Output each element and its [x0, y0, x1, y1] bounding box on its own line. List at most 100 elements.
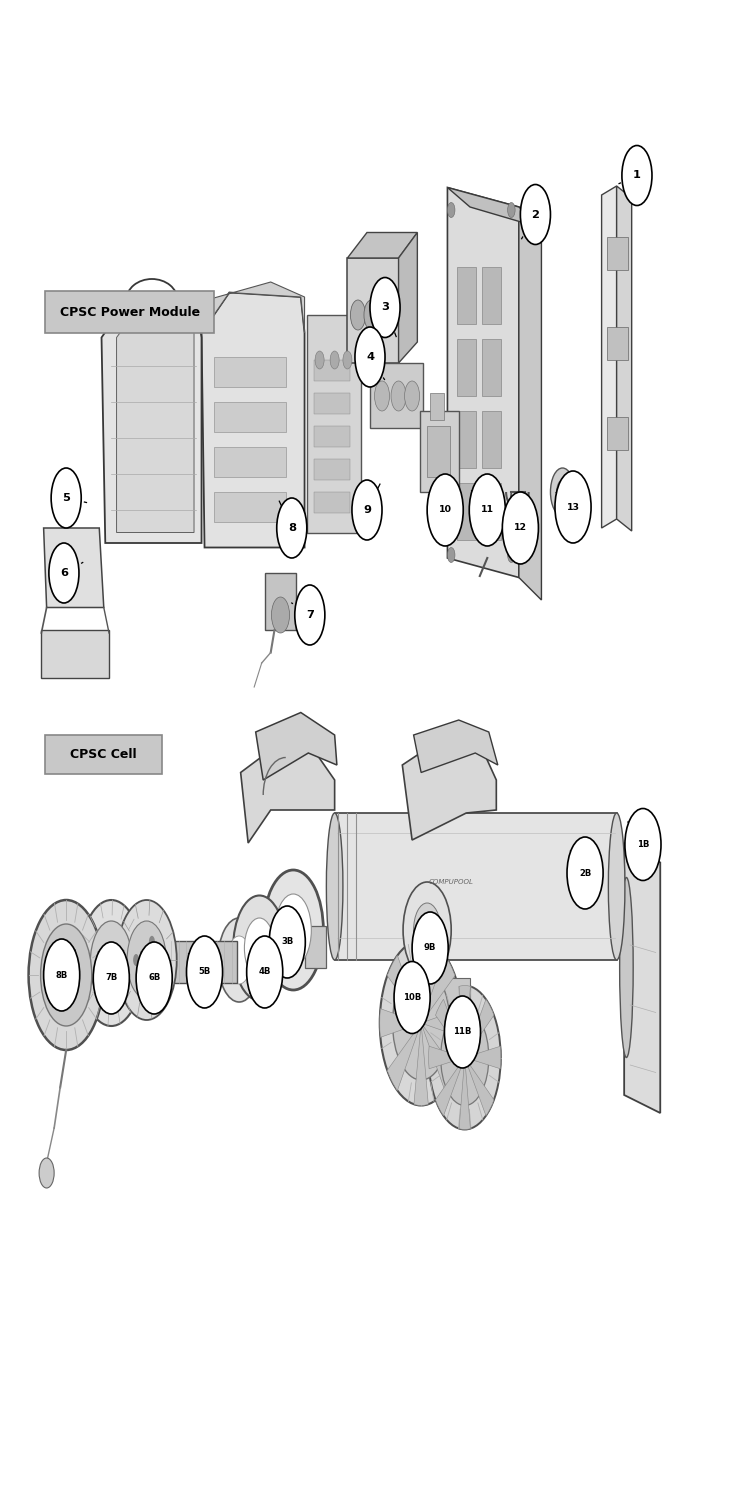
Text: 8: 8 [288, 524, 296, 532]
Bar [307, 315, 361, 532]
Bar [214, 447, 286, 477]
Bar [265, 573, 296, 630]
Polygon shape [519, 207, 541, 600]
Circle shape [429, 986, 501, 1130]
Wedge shape [414, 1023, 429, 1106]
Circle shape [149, 936, 155, 948]
Polygon shape [617, 186, 632, 531]
Wedge shape [380, 1008, 421, 1038]
Bar [457, 267, 476, 324]
Bar [482, 267, 501, 324]
Ellipse shape [620, 878, 633, 1058]
Polygon shape [447, 188, 519, 578]
Text: 4: 4 [366, 352, 374, 362]
Bar [457, 339, 476, 396]
Circle shape [447, 202, 455, 217]
Polygon shape [347, 258, 399, 363]
Bar [607, 417, 628, 450]
Text: 1: 1 [633, 171, 641, 180]
Wedge shape [459, 1058, 471, 1130]
Wedge shape [414, 940, 429, 1023]
Polygon shape [41, 630, 109, 678]
Polygon shape [624, 843, 660, 1113]
Text: 10: 10 [438, 506, 452, 515]
Wedge shape [465, 1046, 501, 1070]
Text: 11B: 11B [453, 1028, 472, 1036]
Circle shape [227, 936, 251, 984]
Circle shape [218, 918, 260, 1002]
Circle shape [508, 202, 515, 217]
Bar [214, 402, 286, 432]
Circle shape [352, 480, 382, 540]
Circle shape [295, 585, 325, 645]
Bar [457, 411, 476, 468]
Bar [305, 926, 326, 968]
Polygon shape [370, 363, 423, 428]
Circle shape [380, 940, 462, 1106]
Circle shape [117, 900, 177, 1020]
Circle shape [374, 381, 390, 411]
Circle shape [555, 471, 591, 543]
Circle shape [29, 900, 104, 1050]
Circle shape [469, 474, 505, 546]
FancyBboxPatch shape [45, 291, 214, 333]
Bar [412, 927, 442, 978]
Circle shape [275, 894, 311, 966]
Circle shape [412, 912, 448, 984]
Polygon shape [256, 712, 337, 780]
Text: 5: 5 [62, 494, 70, 502]
Text: 10B: 10B [403, 993, 421, 1002]
Text: CPSC Power Module: CPSC Power Module [59, 306, 200, 318]
Text: 3B: 3B [281, 938, 293, 946]
Polygon shape [44, 528, 104, 608]
Polygon shape [402, 742, 496, 840]
Text: 4B: 4B [259, 968, 271, 976]
Circle shape [233, 896, 286, 1001]
Circle shape [414, 903, 441, 957]
Bar [430, 393, 444, 420]
Wedge shape [421, 1023, 455, 1090]
Wedge shape [465, 999, 494, 1058]
Bar [314, 360, 350, 381]
Wedge shape [435, 1058, 465, 1116]
Bar [162, 940, 237, 982]
Text: 6: 6 [60, 568, 68, 578]
Circle shape [393, 966, 450, 1080]
Polygon shape [202, 282, 305, 333]
Circle shape [136, 942, 172, 1014]
Bar [482, 483, 501, 540]
Circle shape [622, 146, 652, 206]
Wedge shape [421, 956, 455, 1023]
Polygon shape [335, 813, 617, 960]
Text: 3: 3 [381, 303, 389, 312]
Circle shape [330, 351, 339, 369]
Text: 1B: 1B [637, 840, 649, 849]
Text: 7B: 7B [105, 974, 117, 982]
Text: 9B: 9B [424, 944, 436, 952]
Circle shape [502, 492, 538, 564]
Text: 2B: 2B [579, 868, 591, 877]
Circle shape [350, 300, 365, 330]
Circle shape [427, 474, 463, 546]
Bar [440, 978, 470, 1020]
Circle shape [391, 381, 406, 411]
Polygon shape [117, 312, 194, 532]
Text: 6B: 6B [148, 974, 160, 982]
Polygon shape [347, 232, 417, 258]
Text: 11: 11 [481, 506, 494, 515]
Circle shape [127, 921, 166, 999]
Circle shape [39, 1158, 54, 1188]
Circle shape [447, 548, 455, 562]
Polygon shape [102, 300, 202, 543]
Wedge shape [387, 1023, 421, 1090]
Circle shape [269, 906, 305, 978]
Circle shape [343, 351, 352, 369]
Text: 13: 13 [566, 503, 580, 512]
Text: 2: 2 [532, 210, 539, 219]
Circle shape [149, 972, 155, 984]
Bar [607, 237, 628, 270]
Text: COMPUPOOL: COMPUPOOL [429, 879, 474, 885]
Circle shape [520, 184, 550, 244]
Circle shape [93, 942, 129, 1014]
Circle shape [186, 936, 223, 1008]
